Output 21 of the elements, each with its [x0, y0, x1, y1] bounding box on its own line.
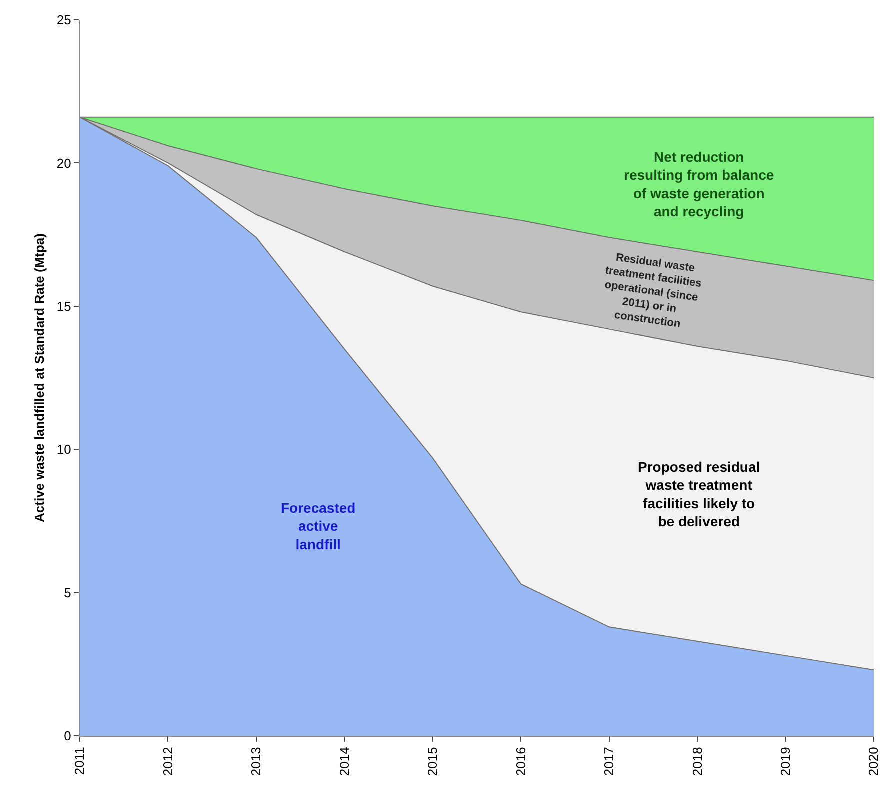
x-tick-label: 2015	[425, 747, 440, 776]
y-tick-label: 15	[56, 298, 72, 314]
x-tick-label: 2016	[513, 747, 528, 776]
x-tick-label: 2011	[72, 747, 88, 776]
y-tick-label: 25	[56, 12, 72, 28]
series-label: Forecasted active landfill	[281, 500, 356, 552]
series-label: Residual waste treatment facilities operational (since 2011) or in construction	[604, 252, 702, 331]
y-tick-label: 10	[56, 442, 72, 458]
x-tick-label: 2018	[690, 747, 705, 776]
y-tick-label: 20	[56, 156, 72, 171]
x-tick-label: 2013	[248, 747, 264, 776]
x-tick-label: 2014	[336, 747, 352, 776]
x-tick-label: 2019	[778, 747, 794, 776]
x-tick-label: 2020	[866, 747, 882, 776]
series-label: Net reduction resulting from balance of waste generation and recycling	[624, 149, 774, 220]
y-tick-label: 0	[64, 728, 72, 744]
y-axis-title: Active waste landfilled at Standard Rate (Mtpa)	[32, 234, 47, 522]
x-tick-label: 2017	[602, 747, 617, 776]
series-label: Proposed residual waste treatment facilities likely to be delivered	[638, 459, 760, 530]
x-tick-label: 2012	[160, 747, 176, 776]
y-tick-label: 5	[64, 585, 72, 600]
